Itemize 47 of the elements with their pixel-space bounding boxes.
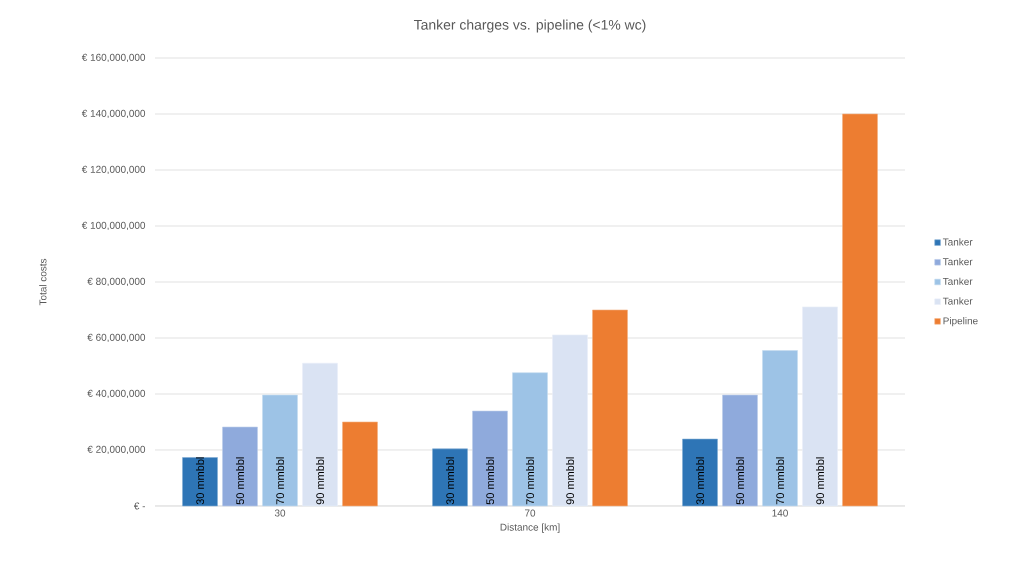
bar xyxy=(472,410,508,507)
bar xyxy=(182,457,218,507)
legend-label: Tanker xyxy=(942,257,973,266)
y-tick-label: € 80,000,000 xyxy=(87,277,146,287)
y-tick-label: € 140,000,000 xyxy=(81,109,146,119)
bar xyxy=(342,421,378,507)
x-tick-label: 70 xyxy=(524,509,536,517)
annotation: 90 mmbbl xyxy=(315,457,325,505)
bar xyxy=(722,394,758,507)
bar xyxy=(552,334,588,507)
y-tick-label: € 40,000,000 xyxy=(87,389,146,399)
legend-label: Tanker xyxy=(942,277,973,285)
bar xyxy=(222,426,258,507)
x-axis-title: Distance [km] xyxy=(500,523,560,533)
bar xyxy=(802,306,838,507)
annotation: 50 mmbbl xyxy=(235,457,245,505)
bar xyxy=(302,362,338,507)
y-tick-label: € - xyxy=(133,502,146,510)
y-tick-label: € 20,000,000 xyxy=(87,445,146,455)
chart-title: Tanker charges vs. pipeline (<1% wc) xyxy=(413,19,646,33)
annotation: 30 mmbbl xyxy=(695,457,705,505)
y-axis-title: Total costs xyxy=(39,258,47,306)
bar xyxy=(592,309,628,507)
y-tick-label: € 100,000,000 xyxy=(81,221,146,231)
annotation: 70 mmbbl xyxy=(525,457,535,505)
legend-label: Tanker xyxy=(942,238,973,246)
bar xyxy=(682,438,718,507)
annotation: 90 mmbbl xyxy=(565,457,575,505)
y-tick-label: € 120,000,000 xyxy=(81,165,146,175)
annotation: 50 mmbbl xyxy=(735,457,745,505)
x-tick-label: 30 xyxy=(274,509,286,517)
bar xyxy=(842,113,878,507)
bar xyxy=(432,448,468,507)
annotation: 70 mmbbl xyxy=(775,457,785,505)
bar xyxy=(762,350,798,507)
x-tick-label: 140 xyxy=(772,509,788,517)
annotation: 30 mmbbl xyxy=(195,457,205,505)
legend-label: Tanker xyxy=(942,297,973,305)
annotation: 30 mmbbl xyxy=(445,457,455,505)
annotation: 90 mmbbl xyxy=(815,457,825,505)
annotation: 50 mmbbl xyxy=(485,457,495,505)
bar xyxy=(512,372,548,507)
bar xyxy=(262,394,298,507)
y-tick-label: € 60,000,000 xyxy=(87,333,146,343)
legend-label: Pipeline xyxy=(943,317,978,327)
y-tick-label: € 160,000,000 xyxy=(81,53,146,63)
annotation: 70 mmbbl xyxy=(275,457,285,505)
